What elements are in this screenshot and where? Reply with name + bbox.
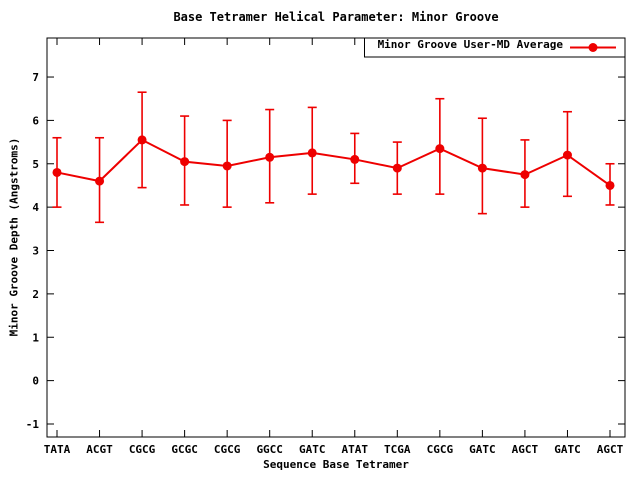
legend-label: Minor Groove User-MD Average xyxy=(377,38,563,51)
x-tick-label: CGCG xyxy=(214,443,241,456)
data-point xyxy=(392,163,402,173)
y-tick-label: 0 xyxy=(32,375,39,388)
x-axis-label: Sequence Base Tetramer xyxy=(263,458,409,471)
data-point xyxy=(222,161,232,171)
y-axis-label: Minor Groove Depth (Angstroms) xyxy=(7,137,21,337)
data-point xyxy=(95,176,105,186)
data-point xyxy=(180,157,190,167)
chart-title: Base Tetramer Helical Parameter: Minor G… xyxy=(173,10,499,24)
data-point xyxy=(265,152,275,162)
y-tick-label: 6 xyxy=(32,114,39,127)
y-tick-label: 3 xyxy=(32,245,39,258)
data-point xyxy=(605,180,615,190)
y-tick-label: 2 xyxy=(32,288,39,301)
data-point xyxy=(137,135,147,145)
x-tick-label: TATA xyxy=(44,443,71,456)
legend-box xyxy=(364,37,626,58)
plot-border xyxy=(46,37,626,438)
x-tick-label: GATC xyxy=(299,443,326,456)
y-tick-label: 1 xyxy=(32,331,39,344)
x-tick-label: CGCG xyxy=(427,443,454,456)
x-tick-label: GATC xyxy=(469,443,496,456)
y-tick-label: 4 xyxy=(32,201,39,214)
x-tick-label: AGCT xyxy=(597,443,624,456)
y-tick-label: -1 xyxy=(26,418,40,431)
data-point xyxy=(520,170,530,180)
x-tick-label: AGCT xyxy=(512,443,539,456)
x-tick-label: TCGA xyxy=(384,443,411,456)
x-tick-label: ATAT xyxy=(342,443,369,456)
data-point xyxy=(52,167,62,177)
x-tick-label: ACGT xyxy=(86,443,113,456)
data-point xyxy=(307,148,317,158)
x-tick-label: GATC xyxy=(554,443,581,456)
y-tick-label: 5 xyxy=(32,158,39,171)
data-point xyxy=(350,154,360,164)
series-line xyxy=(56,138,611,187)
data-point xyxy=(477,163,487,173)
y-tick-label: 7 xyxy=(32,71,39,84)
data-point xyxy=(435,144,445,154)
legend-sample-point xyxy=(588,43,598,52)
data-point xyxy=(562,150,572,160)
x-tick-label: CGCG xyxy=(129,443,156,456)
x-tick-label: GGCC xyxy=(256,443,283,456)
x-tick-label: GCGC xyxy=(171,443,198,456)
